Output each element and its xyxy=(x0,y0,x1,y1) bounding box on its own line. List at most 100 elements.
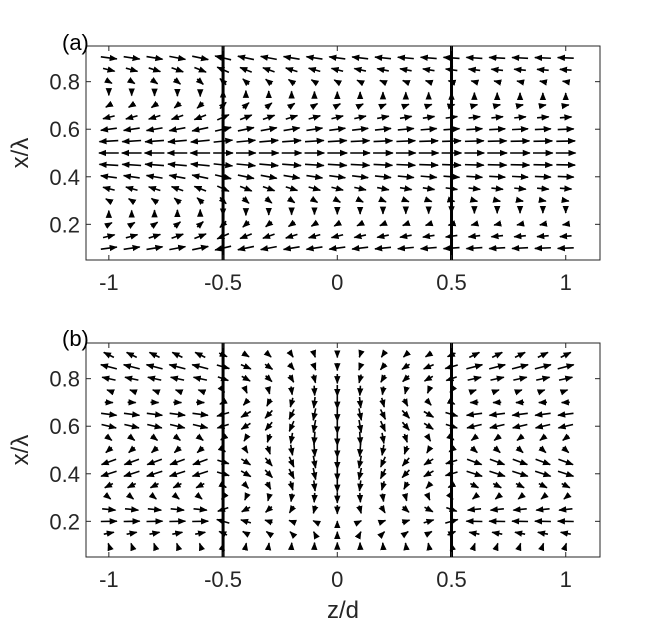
vector-arrow xyxy=(287,374,295,383)
vector-arrow xyxy=(556,54,574,62)
vector-arrow xyxy=(401,196,410,203)
vector-arrow xyxy=(149,530,161,537)
vector-arrow xyxy=(378,103,387,110)
vector-arrow xyxy=(489,470,506,478)
vector-arrow xyxy=(123,470,140,478)
vector-arrow xyxy=(149,77,159,85)
vector-arrow xyxy=(534,54,551,62)
vector-arrow xyxy=(356,505,363,515)
vector-arrow xyxy=(379,79,388,87)
vector-arrow xyxy=(169,423,186,430)
vector-arrow xyxy=(379,420,386,433)
vector-arrow xyxy=(423,470,434,478)
vector-arrow xyxy=(356,443,364,458)
vector-arrow xyxy=(265,219,274,228)
vector-arrow xyxy=(401,505,410,513)
vector-arrow xyxy=(466,458,483,466)
vector-arrow xyxy=(423,410,435,418)
vector-arrow xyxy=(123,54,141,62)
vector-arrow xyxy=(537,351,549,359)
vector-arrow xyxy=(489,458,506,466)
vector-arrow xyxy=(492,542,499,552)
vector-arrow xyxy=(288,432,296,445)
vector-arrow xyxy=(193,506,208,513)
vector-arrow xyxy=(419,161,439,169)
vector-arrow xyxy=(492,103,502,110)
vector-arrow xyxy=(244,492,251,501)
vector-arrow xyxy=(240,470,252,478)
vector-arrow xyxy=(259,161,279,169)
vector-arrow xyxy=(122,173,140,180)
vector-arrow xyxy=(380,374,388,383)
vector-arrow xyxy=(150,197,160,206)
vector-arrow xyxy=(192,54,210,62)
vector-arrow xyxy=(373,161,394,169)
vector-arrow xyxy=(558,375,574,382)
vector-arrow xyxy=(423,374,434,382)
vector-arrow xyxy=(356,492,364,503)
vector-arrow xyxy=(122,126,140,133)
vector-arrow xyxy=(468,114,481,121)
vector-arrow xyxy=(241,385,248,394)
vector-arrow xyxy=(491,389,500,396)
x-tick-label: -0.5 xyxy=(204,270,242,295)
vector-arrow xyxy=(129,389,138,396)
vector-arrow xyxy=(100,470,117,478)
vector-arrow xyxy=(310,219,320,227)
vector-arrow xyxy=(399,232,412,240)
vector-arrow xyxy=(100,126,117,133)
vector-arrow xyxy=(308,114,322,121)
vector-arrow xyxy=(287,219,297,228)
vector-arrow xyxy=(511,363,529,370)
vector-arrow xyxy=(289,397,296,408)
y-ticks-b: 0.2 0.4 0.6 0.8 xyxy=(49,367,600,534)
vector-arrow xyxy=(265,78,274,87)
vector-arrow xyxy=(468,389,477,396)
vector-arrow xyxy=(377,531,386,540)
vector-arrow xyxy=(282,161,302,169)
x-tick-label: -1 xyxy=(99,567,119,592)
vector-arrow xyxy=(534,173,552,181)
vector-arrow xyxy=(198,542,206,552)
vector-arrow xyxy=(402,219,411,227)
vector-arrow xyxy=(150,100,160,109)
vector-arrow xyxy=(149,221,159,229)
x-tick-label: -0.5 xyxy=(204,567,242,592)
vector-arrow xyxy=(351,245,369,252)
vector-arrow xyxy=(426,542,433,551)
vector-arrow xyxy=(311,480,318,492)
vector-arrow xyxy=(377,114,390,121)
vector-arrow xyxy=(126,481,137,489)
vector-arrow xyxy=(380,349,389,358)
vector-arrow xyxy=(191,363,209,370)
vector-arrow xyxy=(121,161,142,168)
vector-arrow xyxy=(147,375,162,382)
vector-arrow xyxy=(512,173,529,181)
vector-arrow xyxy=(310,79,320,87)
arrows-a xyxy=(98,54,577,252)
vector-arrow xyxy=(380,386,387,396)
vector-arrow xyxy=(311,431,318,446)
vector-arrow xyxy=(539,433,548,442)
vector-arrow xyxy=(538,445,547,454)
vector-arrow xyxy=(126,221,136,229)
vector-arrow xyxy=(264,195,273,204)
vector-arrow xyxy=(102,113,115,121)
vector-arrow xyxy=(101,423,117,430)
vector-arrow xyxy=(403,481,411,490)
vector-arrow xyxy=(399,66,412,74)
vector-arrow xyxy=(537,114,550,121)
vector-arrow xyxy=(401,409,411,419)
vector-arrow xyxy=(123,411,141,418)
vector-arrow xyxy=(240,410,252,418)
vector-arrow xyxy=(470,79,480,86)
vector-arrow xyxy=(557,411,574,418)
y-axis-title-b: x/λ xyxy=(7,435,34,466)
vector-arrow xyxy=(144,138,165,145)
x-tick-label: 0.5 xyxy=(436,270,467,295)
vector-arrow xyxy=(144,161,165,168)
vector-arrow xyxy=(561,79,571,86)
vector-arrow xyxy=(241,542,249,551)
vector-arrow xyxy=(288,409,296,420)
